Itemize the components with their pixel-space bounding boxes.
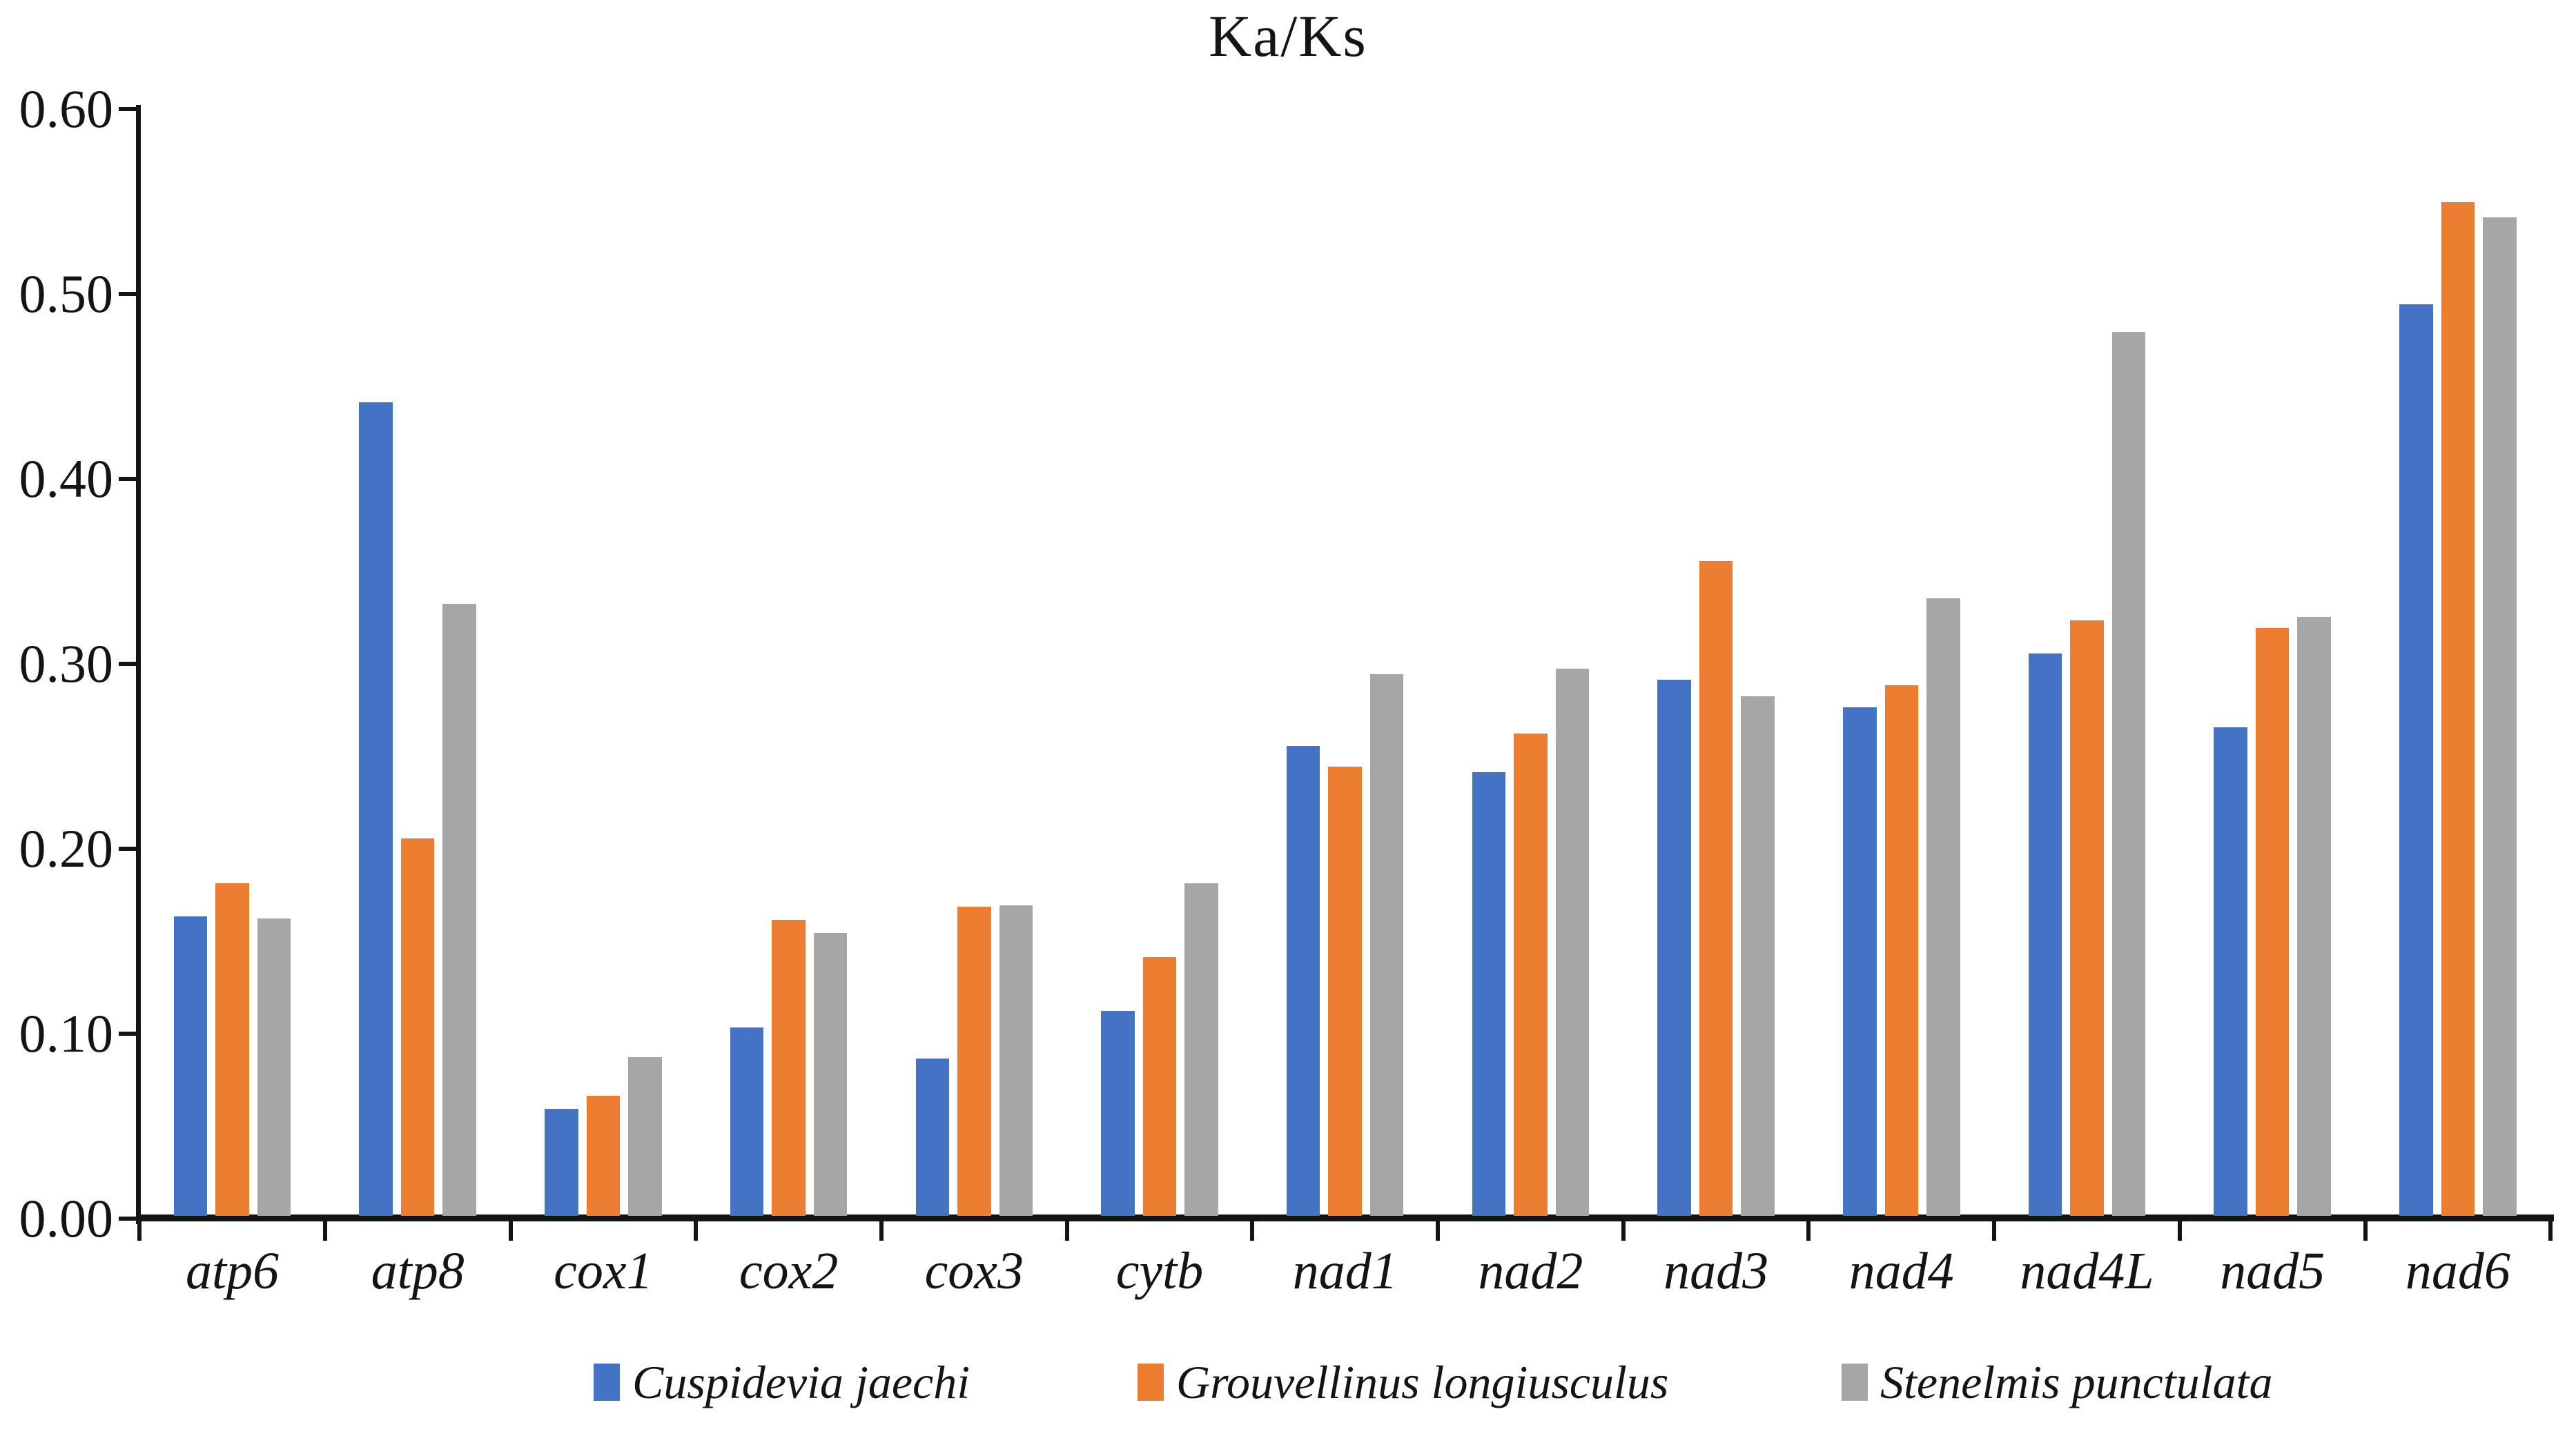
x-tick [1621, 1221, 1626, 1241]
x-tick [322, 1221, 327, 1241]
y-tick [119, 1032, 138, 1036]
bar [1369, 673, 1404, 1216]
x-category-label: nad5 [2220, 1242, 2325, 1300]
bar [2255, 627, 2290, 1216]
x-tick [1064, 1221, 1069, 1241]
y-tick-label: 0.60 [19, 79, 114, 139]
bar [813, 932, 848, 1216]
x-category-label: nad3 [1663, 1242, 1769, 1300]
y-tick [119, 847, 138, 851]
y-tick-label: 0.10 [19, 1003, 114, 1063]
bar [1555, 668, 1590, 1216]
bar [2028, 653, 2062, 1216]
x-tick [694, 1221, 699, 1241]
legend-item: Cuspidevia jaechi [594, 1351, 970, 1413]
bar [1142, 956, 1177, 1216]
legend-swatch [1138, 1364, 1164, 1401]
bar [2399, 304, 2433, 1216]
y-tick-label: 0.20 [19, 818, 114, 878]
legend-item: Stenelmis punctulata [1842, 1351, 2272, 1413]
x-category-label: cytb [1115, 1242, 1204, 1300]
x-tick [508, 1221, 513, 1241]
bar [2214, 727, 2247, 1216]
bar [2070, 620, 2104, 1216]
x-tick [879, 1221, 884, 1241]
bar [1514, 733, 1548, 1216]
x-tick [2363, 1221, 2368, 1241]
bar [1328, 766, 1362, 1216]
bar [957, 907, 991, 1216]
y-axis-line [136, 105, 141, 1224]
bar [442, 603, 476, 1216]
y-tick [119, 1217, 138, 1221]
y-tick-label: 0.30 [19, 633, 114, 694]
y-tick [119, 662, 138, 666]
x-category-label: cox2 [739, 1242, 839, 1300]
bar [586, 1095, 621, 1216]
bar [400, 838, 435, 1216]
legend-label: Cuspidevia jaechi [632, 1355, 970, 1408]
bar [1926, 598, 1960, 1216]
chart-title: Ka/Ks [1209, 3, 1367, 69]
legend: Cuspidevia jaechi Grouvellinus longiuscul… [0, 1351, 2576, 1413]
bar [772, 920, 806, 1216]
bar [1699, 561, 1733, 1216]
x-category-label: cox3 [924, 1242, 1024, 1300]
x-axis-line [136, 1214, 2554, 1221]
legend-swatch [594, 1364, 620, 1401]
bar [173, 916, 208, 1216]
bar [1741, 696, 1775, 1216]
x-category-label: atp8 [371, 1242, 465, 1300]
bar [1184, 883, 1218, 1216]
legend-item: Grouvellinus longiusculus [1138, 1351, 1668, 1413]
bar [628, 1056, 662, 1216]
x-category-label: nad4 [1848, 1242, 1954, 1300]
bar [1101, 1010, 1135, 1216]
bar [2441, 202, 2475, 1216]
y-tick [119, 107, 138, 111]
bar [2483, 217, 2517, 1216]
x-category-label: cox1 [554, 1242, 653, 1300]
bar [1286, 746, 1320, 1216]
y-tick-label: 0.00 [19, 1188, 114, 1248]
legend-swatch [1842, 1364, 1868, 1401]
bar [2297, 616, 2331, 1216]
x-tick [137, 1221, 142, 1241]
x-tick [1806, 1221, 1811, 1241]
x-tick [1992, 1221, 1997, 1241]
legend-label: Stenelmis punctulata [1880, 1355, 2273, 1408]
x-tick [2548, 1221, 2553, 1241]
bar [1472, 771, 1506, 1216]
x-tick [2177, 1221, 2182, 1241]
bar [1657, 679, 1691, 1216]
bar [359, 402, 393, 1216]
bar [730, 1027, 764, 1216]
x-category-label: nad4L [2020, 1242, 2154, 1300]
y-tick [119, 477, 138, 481]
legend-label: Grouvellinus longiusculus [1176, 1355, 1669, 1408]
y-tick [119, 292, 138, 296]
x-tick [1250, 1221, 1255, 1241]
bar [545, 1108, 578, 1216]
y-tick-label: 0.40 [19, 449, 114, 509]
bar [257, 918, 291, 1216]
bar [215, 883, 249, 1216]
bar [999, 905, 1033, 1216]
x-category-label: nad6 [2405, 1242, 2510, 1300]
bar [915, 1059, 950, 1216]
x-category-label: nad1 [1292, 1242, 1398, 1300]
y-tick-label: 0.50 [19, 264, 114, 324]
bar [1843, 707, 1877, 1216]
x-category-label: atp6 [185, 1242, 280, 1300]
bar [1884, 685, 1919, 1216]
bar [2111, 331, 2146, 1216]
x-tick [1436, 1221, 1441, 1241]
x-category-label: nad2 [1478, 1242, 1583, 1300]
